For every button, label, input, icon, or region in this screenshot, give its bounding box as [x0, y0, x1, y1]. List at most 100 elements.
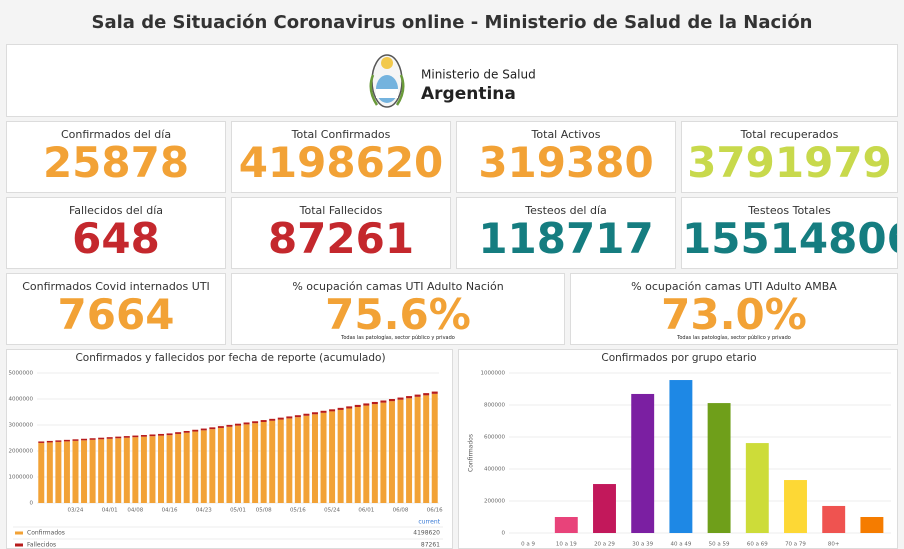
bar-segment — [89, 438, 96, 440]
bar — [745, 443, 769, 533]
bar-segment — [192, 431, 199, 503]
bar-segment — [277, 419, 284, 503]
bar-segment — [354, 407, 361, 503]
x-tick-label: 04/01 — [102, 508, 118, 514]
bar-segment — [38, 441, 45, 443]
stat-value: 75.6% — [325, 290, 471, 339]
bar-segment — [46, 440, 53, 443]
bar-segment — [149, 434, 156, 437]
legend-header: current — [418, 519, 440, 526]
x-tick-label: 05/24 — [324, 508, 340, 514]
x-tick-label: 04/08 — [127, 508, 143, 514]
x-tick-label: 30 a 39 — [632, 542, 653, 548]
stat-panel: Total Activos 319380 — [456, 121, 676, 193]
x-tick-label: 06/01 — [358, 508, 374, 514]
stat-panel: Fallecidos del día 648 — [6, 197, 226, 269]
bar-segment — [192, 429, 199, 432]
bar-segment — [406, 398, 413, 503]
bar-segment — [63, 441, 70, 503]
bar-segment — [55, 441, 62, 503]
bar-segment — [354, 404, 361, 408]
y-tick-label: 3000000 — [9, 423, 34, 429]
bar-segment — [98, 439, 105, 503]
y-tick-label: 5000000 — [9, 371, 34, 377]
x-tick-label: 03/24 — [68, 508, 84, 514]
bar-segment — [294, 415, 301, 418]
bar-segment — [286, 418, 293, 503]
logo: Ministerio de Salud Argentina — [369, 54, 536, 108]
bar-segment — [81, 440, 88, 503]
bar-segment — [243, 424, 250, 503]
bar-segment — [183, 430, 190, 433]
bar-segment — [397, 397, 404, 400]
legend-name: Fallecidos — [27, 542, 56, 549]
bar — [860, 517, 884, 533]
y-axis-title: Confirmados — [468, 434, 475, 472]
bar-segment — [243, 422, 250, 425]
stat-label: % ocupación camas UTI Adulto Nación — [292, 280, 504, 293]
bar-segment — [303, 415, 310, 503]
x-tick-label: 05/01 — [230, 508, 246, 514]
legend-value: 4198620 — [413, 530, 440, 537]
bar-segment — [200, 428, 207, 431]
stat-value: 15514806 — [682, 214, 898, 263]
bar-segment — [217, 426, 224, 428]
x-tick-label: 05/16 — [290, 508, 306, 514]
bar-segment — [286, 416, 293, 419]
legend-swatch — [15, 531, 23, 535]
bar-segment — [183, 432, 190, 503]
bar-segment — [363, 403, 370, 406]
stat-panel: % ocupación camas UTI Adulto AMBA 73.0% To… — [570, 273, 898, 345]
bar-segment — [260, 421, 267, 503]
stat-value: 3791979 — [687, 138, 892, 187]
bar-segment — [260, 420, 267, 422]
bar-segment — [166, 435, 173, 503]
x-tick-label: 04/23 — [196, 508, 212, 514]
stat-note: Todas las patologías, sector público y p… — [677, 335, 791, 341]
stat-panel: Testeos Totales 15514806 — [681, 197, 898, 269]
bar-segment — [311, 414, 318, 503]
x-tick-label: 70 a 79 — [785, 542, 806, 548]
bar-segment — [397, 399, 404, 503]
bar-segment — [209, 429, 216, 503]
bar-segment — [423, 395, 430, 503]
x-tick-label: 06/08 — [393, 508, 409, 514]
bar-segment — [235, 425, 241, 503]
bar-segment — [294, 417, 301, 503]
chart-title: Confirmados y fallecidos por fecha de re… — [75, 352, 385, 364]
stat-panel: Confirmados Covid internados UTI 7664 — [6, 273, 226, 345]
bar-segment — [311, 412, 318, 415]
stat-label: Fallecidos del día — [68, 204, 164, 217]
x-tick-label: 50 a 59 — [709, 542, 730, 548]
bar-segment — [388, 401, 395, 503]
legend-value: 87261 — [421, 542, 440, 549]
stat-panel: Confirmados del día 25878 — [6, 121, 226, 193]
bar-segment — [337, 407, 344, 410]
bar-segment — [431, 393, 438, 503]
stat-value: 7664 — [57, 290, 175, 339]
stat-panel: Total Fallecidos 87261 — [231, 197, 451, 269]
x-tick-label: 06/16 — [427, 508, 443, 514]
y-tick-label: 4000000 — [9, 397, 34, 403]
x-tick-label: 04/16 — [162, 508, 178, 514]
bar-segment — [200, 430, 207, 503]
stat-note: Todas las patologías, sector público y p… — [341, 335, 455, 341]
x-tick-label: 60 a 69 — [747, 542, 768, 548]
logo-line2: Argentina — [421, 84, 516, 104]
stat-label: Total recuperados — [740, 128, 839, 141]
bar — [593, 484, 616, 533]
bar-segment — [175, 433, 182, 503]
chart-cumulative: Confirmados y fallecidos por fecha de re… — [6, 349, 453, 549]
bar-segment — [140, 435, 147, 437]
bar-segment — [346, 408, 353, 503]
bar-segment — [277, 417, 284, 420]
y-tick-label: 0 — [502, 531, 506, 537]
y-tick-label: 400000 — [484, 467, 505, 473]
stat-label: Confirmados del día — [60, 128, 172, 141]
stat-label: Testeos del día — [525, 204, 607, 217]
bar — [554, 517, 578, 533]
bar-segment — [406, 396, 413, 399]
bar-segment — [431, 391, 438, 394]
stat-panel: Total Confirmados 4198620 — [231, 121, 451, 193]
